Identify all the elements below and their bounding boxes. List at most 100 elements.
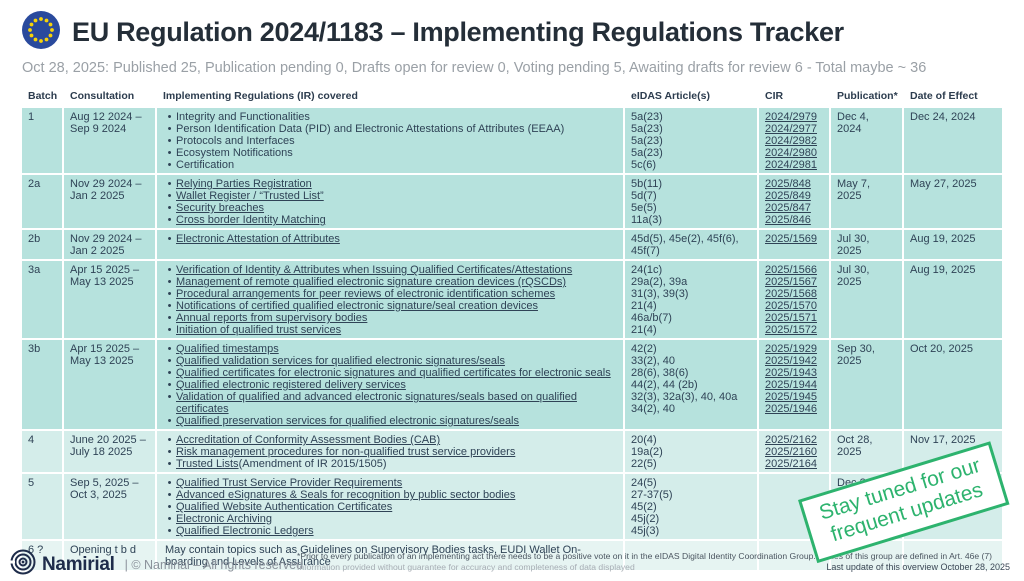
ir-covered-cell: • Accreditation of Conformity Assessment … xyxy=(157,431,623,472)
bullet-icon: • xyxy=(167,233,172,245)
cir-link[interactable]: 2024/2981 xyxy=(765,159,817,171)
cir-link[interactable]: 2025/1571 xyxy=(765,312,817,324)
ir-topic-link[interactable]: Risk management procedures for non-quali… xyxy=(176,446,516,458)
list-item: • Notifications of certified qualified el… xyxy=(163,300,615,312)
cir-link[interactable]: 2025/848 xyxy=(765,178,811,190)
eidas-article: 22(5) xyxy=(631,458,657,470)
eidas-articles-cell: 24(1c) 29a(2), 39a 31(3), 39(3) 21(4) 46a/b(… xyxy=(625,261,757,338)
bullet-icon: • xyxy=(167,276,172,288)
eidas-article: 21(4) xyxy=(631,300,657,312)
batch-cell: 2a xyxy=(22,175,62,228)
eidas-article: 24(1c) xyxy=(631,264,663,276)
ir-topic-link[interactable]: Qualified timestamps xyxy=(176,343,279,355)
ir-topic-link[interactable]: Management of remote qualified electroni… xyxy=(176,276,567,288)
ir-topic-link[interactable]: Advanced eSignatures & Seals for recogni… xyxy=(176,489,516,501)
cir-cell: 2025/2162 2025/2160 2025/2164 xyxy=(759,431,829,472)
bullet-icon: • xyxy=(167,489,172,501)
publication-cell: May 7, 2025 xyxy=(831,175,902,228)
ir-topic-link[interactable]: Notifications of certified qualified ele… xyxy=(176,300,538,312)
column-header: Implementing Regulations (IR) covered xyxy=(157,87,623,106)
consultation-cell: June 20 2025 – July 18 2025 xyxy=(64,431,155,472)
list-item: • Certification xyxy=(163,159,615,171)
ir-topic-link[interactable]: Annual reports from supervisory bodies xyxy=(176,312,368,324)
ir-topic-link[interactable]: Electronic Archiving xyxy=(176,513,272,525)
ir-topic-link[interactable]: Qualified certificates for electronic si… xyxy=(176,367,611,379)
cir-link[interactable]: 2025/2162 xyxy=(765,434,817,446)
ir-topic-link[interactable]: Verification of Identity & Attributes wh… xyxy=(176,264,573,276)
eidas-article: 24(5) xyxy=(631,477,657,489)
cir-link[interactable]: 2025/846 xyxy=(765,214,811,226)
bullet-icon: • xyxy=(167,525,172,537)
eidas-article: 20(4) xyxy=(631,434,657,446)
ir-topic-link[interactable]: Procedural arrangements for peer reviews… xyxy=(176,288,556,300)
ir-topic-link[interactable]: Trusted Lists xyxy=(176,458,239,470)
cir-link[interactable]: 2025/1570 xyxy=(765,300,817,312)
ir-topic-link[interactable]: Qualified Website Authentication Certifi… xyxy=(176,501,393,513)
ir-topic-link[interactable]: Validation of qualified and advanced ele… xyxy=(176,391,577,415)
cir-link[interactable]: 2025/1569 xyxy=(765,233,817,245)
cir-link[interactable]: 2025/1945 xyxy=(765,391,817,403)
cir-link[interactable]: 2025/1929 xyxy=(765,343,817,355)
ir-covered-cell: • Electronic Attestation of Attributes xyxy=(157,230,623,259)
ir-topic-suffix: (Amendment of IR 2015/1505) xyxy=(238,458,387,470)
cir-link[interactable]: 2025/849 xyxy=(765,190,811,202)
eidas-article: 44(2), 44 (2b) xyxy=(631,379,698,391)
column-header: Consultation xyxy=(64,87,155,106)
cir-link[interactable]: 2024/2982 xyxy=(765,135,817,147)
ir-topic-link[interactable]: Security breaches xyxy=(176,202,265,214)
footnote-disclaimer: Information provided without guarantee f… xyxy=(297,562,635,572)
cir-link[interactable]: 2024/2979 xyxy=(765,111,817,123)
list-item: • Wallet Register / “Trusted List” xyxy=(163,190,615,202)
ir-topic-text: Certification xyxy=(176,159,235,171)
bullet-icon: • xyxy=(167,324,172,336)
eidas-articles-cell: 20(4) 19a(2) 22(5) xyxy=(625,431,757,472)
date-of-effect-cell xyxy=(904,541,1002,570)
eidas-article: 32(3), 32a(3), 40, 40a xyxy=(631,391,738,403)
list-item: • Initiation of qualified trust services xyxy=(163,324,615,336)
list-item: • Trusted Lists (Amendment of IR 2015/150… xyxy=(163,458,615,470)
column-header: Date of Effect xyxy=(904,87,1002,106)
ir-topic-link[interactable]: Qualified Electronic Ledgers xyxy=(176,525,314,537)
cir-link[interactable]: 2025/1946 xyxy=(765,403,817,415)
cir-link[interactable]: 2025/1566 xyxy=(765,264,817,276)
eidas-article: 19a(2) xyxy=(631,446,663,458)
eidas-article: 5a(23) xyxy=(631,123,663,135)
cir-link[interactable]: 2024/2977 xyxy=(765,123,817,135)
ir-topic-link[interactable]: Qualified validation services for qualif… xyxy=(176,355,505,367)
cir-link[interactable]: 2025/2164 xyxy=(765,458,817,470)
column-header: Publication* xyxy=(831,87,902,106)
ir-topic-link[interactable]: Initiation of qualified trust services xyxy=(176,324,342,336)
cir-link[interactable]: 2025/1568 xyxy=(765,288,817,300)
eidas-article: 27-37(5) xyxy=(631,489,673,501)
ir-topic-link[interactable]: Accreditation of Conformity Assessment B… xyxy=(176,434,441,446)
ir-topic-link[interactable]: Electronic Attestation of Attributes xyxy=(176,233,340,245)
bullet-icon: • xyxy=(167,214,172,226)
list-item: • Qualified preservation services for qua… xyxy=(163,415,615,427)
bullet-icon: • xyxy=(167,367,172,379)
bullet-icon: • xyxy=(167,300,172,312)
eidas-article: 34(2), 40 xyxy=(631,403,676,415)
cir-link[interactable]: 2025/1942 xyxy=(765,355,817,367)
ir-topic-link[interactable]: Qualified preservation services for qual… xyxy=(176,415,520,427)
bullet-icon: • xyxy=(167,190,172,202)
ir-topic-link[interactable]: Qualified electronic registered delivery… xyxy=(176,379,406,391)
ir-covered-cell: • Relying Parties Registration • Wallet Reg… xyxy=(157,175,623,228)
cir-link[interactable]: 2025/847 xyxy=(765,202,811,214)
ir-topic-link[interactable]: Relying Parties Registration xyxy=(176,178,312,190)
cir-link[interactable]: 2025/1567 xyxy=(765,276,817,288)
eidas-article: 31(3), 39(3) xyxy=(631,288,689,300)
column-header: eIDAS Article(s) xyxy=(625,87,757,106)
status-summary: Oct 28, 2025: Published 25, Publication … xyxy=(22,60,927,76)
cir-link[interactable]: 2025/1572 xyxy=(765,324,817,336)
cir-link[interactable]: 2025/1943 xyxy=(765,367,817,379)
ir-topic-link[interactable]: Cross border Identity Matching xyxy=(176,214,326,226)
ir-topic-link[interactable]: Qualified Trust Service Provider Require… xyxy=(176,477,403,489)
cir-link[interactable]: 2024/2980 xyxy=(765,147,817,159)
ir-covered-cell: May contain topics such as Guidelines on… xyxy=(157,541,623,570)
cir-link[interactable]: 2025/2160 xyxy=(765,446,817,458)
ir-topic-link[interactable]: Wallet Register / “Trusted List” xyxy=(176,190,324,202)
publication-cell: Sep 30, 2025 xyxy=(831,340,902,429)
list-item: • Relying Parties Registration xyxy=(163,178,615,190)
cir-link[interactable]: 2025/1944 xyxy=(765,379,817,391)
eidas-articles-cell: 24(5) 27-37(5) 45(2) 45j(2) 45j(3) xyxy=(625,474,757,539)
